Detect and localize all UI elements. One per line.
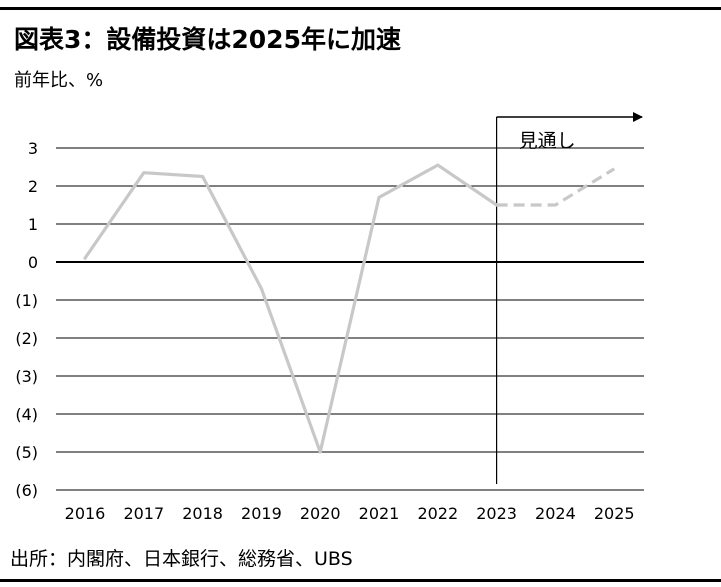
y-tick-label: 2 xyxy=(28,177,38,196)
chart-title: 図表3：設備投資は2025年に加速 xyxy=(14,25,401,54)
y-tick-label: 3 xyxy=(28,139,38,158)
x-axis-ticks: 2016 2017 2018 2019 2020 2021 2022 2023 2024 2025 xyxy=(65,504,635,523)
y-axis-ticks: 3 2 1 0 (1) (2) (3) (4) (5) (6) xyxy=(15,139,38,500)
y-tick-label: (4) xyxy=(15,405,38,424)
series-lines xyxy=(83,163,616,454)
x-tick-label: 2021 xyxy=(359,504,400,523)
bottom-rule xyxy=(0,579,721,582)
x-tick-label: 2019 xyxy=(241,504,282,523)
x-tick-label: 2017 xyxy=(123,504,164,523)
y-tick-label: (1) xyxy=(15,291,38,310)
y-tick-label: (5) xyxy=(15,443,38,462)
forecast-label: 見通し xyxy=(519,130,576,152)
x-tick-label: 2018 xyxy=(182,504,223,523)
source-note: 出所：内閣府、日本銀行、総務省、UBS xyxy=(10,548,353,570)
forecast-series-line xyxy=(496,167,616,207)
gridlines xyxy=(56,147,644,491)
actual-series-line xyxy=(83,163,499,454)
x-tick-label: 2020 xyxy=(300,504,341,523)
y-tick-label: 1 xyxy=(28,215,38,234)
y-tick-label: (6) xyxy=(15,481,38,500)
y-tick-label: 0 xyxy=(28,253,38,272)
y-tick-label: (2) xyxy=(15,329,38,348)
x-tick-label: 2016 xyxy=(65,504,106,523)
x-tick-label: 2022 xyxy=(417,504,458,523)
x-tick-label: 2023 xyxy=(476,504,517,523)
x-tick-label: 2025 xyxy=(594,504,635,523)
unit-label: 前年比、% xyxy=(14,70,104,91)
x-tick-label: 2024 xyxy=(535,504,576,523)
top-rule xyxy=(0,7,721,10)
y-tick-label: (3) xyxy=(15,367,38,386)
